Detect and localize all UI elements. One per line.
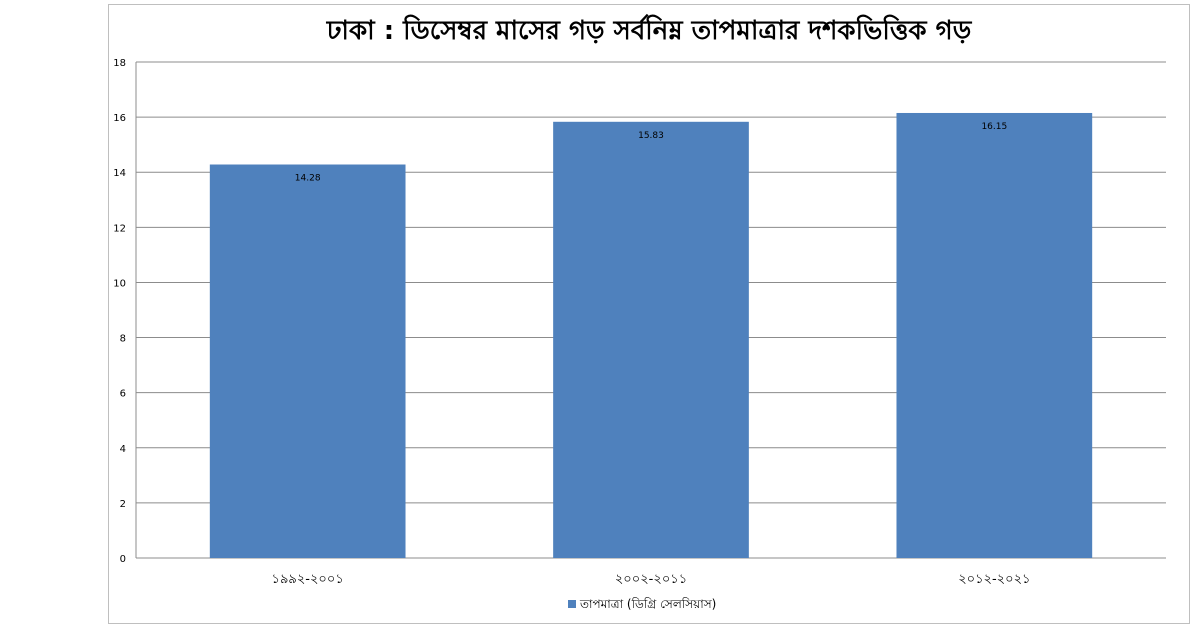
y-tick-label: 8 — [120, 334, 126, 345]
y-tick-label: 2 — [120, 499, 126, 510]
y-tick-label: 10 — [113, 278, 126, 289]
y-tick-label: 14 — [113, 168, 126, 179]
data-label: 14.28 — [295, 174, 321, 184]
x-category-label: ১৯৯২-২০০১ — [272, 572, 344, 587]
x-axis-categories: ১৯৯২-২০০১ ২০০২-২০১১ ২০১২-২০২১ — [272, 572, 1031, 587]
bar — [896, 112, 1093, 558]
x-category-label: ২০০২-২০১১ — [615, 572, 687, 587]
bar — [209, 164, 406, 559]
legend-swatch — [568, 600, 576, 608]
chart-title: ঢাকা : ডিসেম্বর মাসের গড় সর্বনিম্ন তাপম… — [326, 16, 972, 46]
y-tick-label: 6 — [120, 389, 126, 400]
data-label: 15.83 — [638, 131, 664, 141]
legend: তাপমাত্রা (ডিগ্রি সেলসিয়াস) — [568, 597, 716, 611]
bar — [553, 121, 749, 558]
y-tick-label: 16 — [113, 113, 126, 124]
y-axis-ticks: 0 2 4 6 8 10 12 14 16 18 — [113, 58, 126, 565]
legend-label: তাপমাত্রা (ডিগ্রি সেলসিয়াস) — [579, 597, 716, 611]
data-labels: 14.28 15.83 16.15 — [295, 122, 1007, 184]
y-tick-label: 18 — [113, 58, 126, 69]
y-tick-label: 4 — [120, 444, 126, 455]
bars — [209, 112, 1093, 559]
y-tick-label: 0 — [120, 554, 126, 565]
data-label: 16.15 — [981, 122, 1007, 132]
y-tick-label: 12 — [113, 223, 126, 234]
x-category-label: ২০১২-২০২১ — [958, 572, 1030, 587]
